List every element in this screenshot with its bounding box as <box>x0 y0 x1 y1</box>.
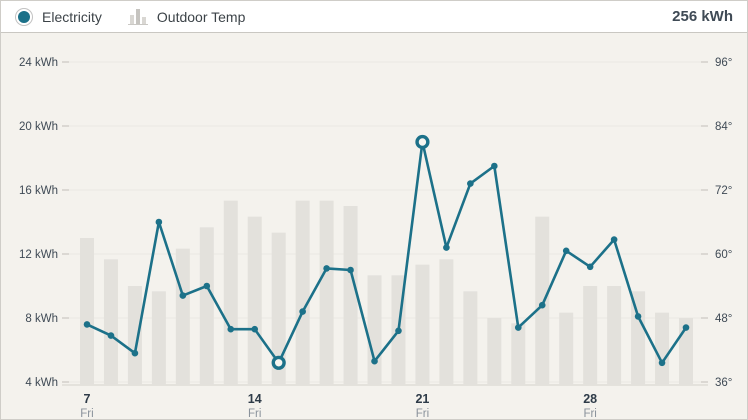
temp-bar[interactable] <box>559 312 574 385</box>
legend-label-outdoor-temp: Outdoor Temp <box>156 8 246 25</box>
temp-bar[interactable] <box>295 200 310 385</box>
electricity-line <box>85 140 688 365</box>
right-axis-tick-label: 84° <box>715 121 732 133</box>
temp-bar[interactable] <box>151 291 166 385</box>
electricity-point[interactable] <box>299 308 306 315</box>
electricity-point[interactable] <box>107 332 115 339</box>
chart-area: 24 kWh 96° 20 kWh 84° 16 kWh 72° 12 kWh 60° 8 kW… <box>1 34 747 420</box>
temp-bar[interactable] <box>655 312 670 385</box>
electricity-point[interactable] <box>658 359 666 367</box>
electricity-point[interactable] <box>514 324 522 331</box>
right-axis-tick-label: 48° <box>715 313 732 325</box>
temp-bar[interactable] <box>631 291 646 385</box>
x-axis-weekday-label: Fri <box>416 408 429 420</box>
electricity-point[interactable] <box>443 244 450 251</box>
temp-bar[interactable] <box>103 259 118 385</box>
temp-bar[interactable] <box>80 238 94 385</box>
left-axis-tick-label: 24 kWh <box>19 57 58 69</box>
x-axis-weekday-label: Fri <box>248 408 261 420</box>
right-axis-tick-label: 96° <box>715 57 732 69</box>
temp-bar[interactable] <box>343 206 358 385</box>
electricity-point[interactable] <box>227 325 235 333</box>
temp-bar[interactable] <box>367 275 382 385</box>
electricity-point[interactable] <box>323 265 330 272</box>
electricity-point-highlight[interactable] <box>415 134 430 150</box>
electricity-point[interactable] <box>131 349 139 357</box>
temp-bar[interactable] <box>487 318 502 385</box>
temp-bar[interactable] <box>247 216 262 385</box>
electricity-point[interactable] <box>203 282 211 290</box>
electricity-point[interactable] <box>586 263 594 271</box>
temp-bar[interactable] <box>463 291 478 385</box>
x-axis-day-label: 21 <box>415 392 429 406</box>
x-axis-day-label: 28 <box>583 392 597 406</box>
x-axis-weekday-label: Fri <box>80 408 93 420</box>
temp-bar[interactable] <box>127 286 142 385</box>
temp-bar[interactable] <box>271 232 286 385</box>
left-axis-tick-label: 4 kWh <box>25 377 58 389</box>
electricity-dot-icon <box>15 7 33 26</box>
legend-label-electricity: Electricity <box>42 8 102 25</box>
electricity-point[interactable] <box>634 313 642 320</box>
chart-svg: 24 kWh 96° 20 kWh 84° 16 kWh 72° 12 kWh 60° 8 kW… <box>19 57 732 420</box>
electricity-point[interactable] <box>179 292 187 299</box>
electricity-point[interactable] <box>371 357 378 365</box>
temp-bar[interactable] <box>223 200 238 385</box>
electricity-point[interactable] <box>467 180 474 187</box>
electricity-point[interactable] <box>155 218 163 226</box>
legend-item-electricity[interactable]: Electricity <box>15 7 102 26</box>
x-axis-weekday-label: Fri <box>583 408 596 420</box>
temp-bar[interactable] <box>583 286 598 385</box>
electricity-point-highlight[interactable] <box>271 355 286 370</box>
temp-bar[interactable] <box>535 216 550 385</box>
legend-item-outdoor-temp[interactable]: Outdoor Temp <box>127 8 246 25</box>
electricity-point[interactable] <box>491 162 498 170</box>
outdoor-temp-bars-icon <box>127 8 148 25</box>
temp-bar[interactable] <box>607 286 622 385</box>
electricity-dot-inner-icon <box>18 10 30 23</box>
electricity-point[interactable] <box>251 325 259 333</box>
electricity-point[interactable] <box>83 321 91 328</box>
left-axis-tick-label: 8 kWh <box>25 313 58 325</box>
right-axis-tick-label: 72° <box>715 185 732 197</box>
x-axis-day-label: 14 <box>248 392 262 406</box>
temp-bar[interactable] <box>175 248 190 385</box>
left-axis-tick-label: 12 kWh <box>19 249 58 261</box>
electricity-point[interactable] <box>610 236 618 243</box>
temp-bar[interactable] <box>511 323 526 385</box>
temp-bar[interactable] <box>319 200 334 385</box>
right-axis-tick-label: 60° <box>715 249 732 261</box>
electricity-point[interactable] <box>562 247 570 255</box>
temp-bar[interactable] <box>415 264 430 385</box>
temp-bar[interactable] <box>439 259 454 385</box>
electricity-point[interactable] <box>538 301 546 309</box>
electricity-point[interactable] <box>395 327 402 335</box>
electricity-point[interactable] <box>347 266 354 274</box>
total-kwh-value: 256 kWh <box>672 8 733 25</box>
left-axis-tick-label: 20 kWh <box>19 121 58 133</box>
temp-bar[interactable] <box>199 227 214 385</box>
left-axis-tick-label: 16 kWh <box>19 185 58 197</box>
electricity-point[interactable] <box>682 324 690 331</box>
x-axis-day-label: 7 <box>84 392 91 406</box>
right-axis-tick-label: 36° <box>715 377 732 389</box>
chart-header: Electricity Outdoor Temp 256 kWh <box>1 1 747 33</box>
